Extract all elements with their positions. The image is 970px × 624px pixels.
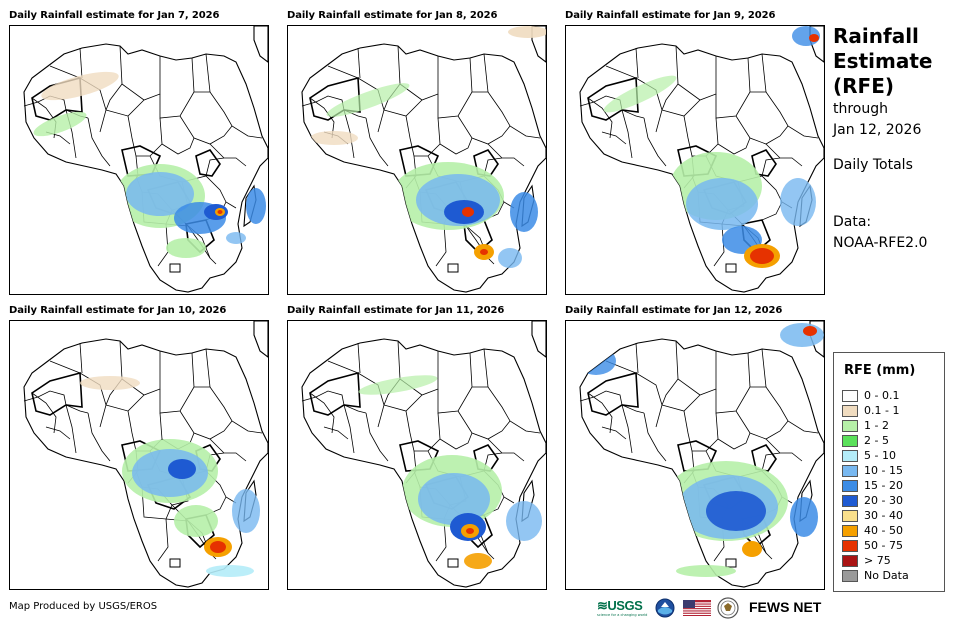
africa-map	[301, 26, 546, 293]
panel-title: Daily Rainfall estimate for Jan 7, 2026	[9, 10, 220, 21]
heading-through: through	[833, 101, 889, 117]
rainfall-map	[287, 320, 547, 590]
legend-item: > 75	[842, 554, 891, 568]
legend-swatch	[842, 435, 858, 447]
legend-item: 50 - 75	[842, 539, 903, 553]
rainfall-map	[287, 25, 547, 295]
legend-item: 2 - 5	[842, 434, 889, 448]
heading-line: Estimate	[833, 49, 933, 73]
fews-net-logo: FEWS NET	[749, 599, 822, 615]
us-flag-icon	[683, 600, 711, 616]
legend-item: 0 - 0.1	[842, 389, 899, 403]
legend-label: 1 - 2	[864, 419, 889, 432]
legend-swatch	[842, 405, 858, 417]
rainfall-map	[565, 25, 825, 295]
legend-swatch	[842, 480, 858, 492]
africa-map	[23, 321, 268, 588]
panel-title: Daily Rainfall estimate for Jan 11, 2026	[287, 305, 505, 316]
rainfall-map	[9, 25, 269, 295]
heading-data-source: NOAA-RFE2.0	[833, 235, 928, 251]
africa-map	[301, 321, 546, 588]
panel-title: Daily Rainfall estimate for Jan 12, 2026	[565, 305, 783, 316]
heading-totals: Daily Totals	[833, 157, 913, 173]
state-department-seal-icon	[717, 597, 739, 619]
legend-swatch	[842, 450, 858, 462]
legend-label: 2 - 5	[864, 434, 889, 447]
heading-line: Rainfall	[833, 24, 919, 48]
rainfall-map	[9, 320, 269, 590]
legend-item: 40 - 50	[842, 524, 903, 538]
legend-label: 10 - 15	[864, 464, 903, 477]
legend-label: No Data	[864, 569, 909, 582]
legend-label: 30 - 40	[864, 509, 903, 522]
africa-map	[579, 321, 824, 588]
legend-label: 15 - 20	[864, 479, 903, 492]
noaa-logo-icon	[655, 598, 675, 618]
legend-label: > 75	[864, 554, 891, 567]
legend-label: 5 - 10	[864, 449, 896, 462]
rainfall-overlay	[580, 347, 788, 557]
legend-swatch	[842, 390, 858, 402]
map-credit: Map Produced by USGS/EROS	[9, 601, 158, 612]
legend-label: 20 - 30	[864, 494, 903, 507]
rainfall-overlay	[80, 376, 218, 537]
legend-swatch	[842, 420, 858, 432]
legend-item: 20 - 30	[842, 494, 903, 508]
heading-line: (RFE)	[833, 74, 895, 98]
rainfall-overlay	[310, 83, 504, 260]
legend-item: No Data	[842, 569, 909, 583]
heading-date: Jan 12, 2026	[833, 122, 922, 138]
rainfall-overlay	[33, 71, 228, 258]
legend: RFE (mm) 0 - 0.1 0.1 - 1 1 - 2 2 - 5 5 -…	[833, 352, 945, 592]
legend-swatch	[842, 540, 858, 552]
legend-swatch	[842, 555, 858, 567]
legend-label: 0 - 0.1	[864, 389, 900, 402]
legend-swatch	[842, 465, 858, 477]
usgs-logo: ≋USGS	[597, 598, 643, 613]
legend-item: 15 - 20	[842, 479, 903, 493]
panel-title: Daily Rainfall estimate for Jan 8, 2026	[287, 10, 498, 21]
legend-item: 1 - 2	[842, 419, 889, 433]
heading-data-label: Data:	[833, 214, 872, 230]
legend-swatch	[842, 495, 858, 507]
rainfall-overlay	[358, 375, 502, 541]
panel-title: Daily Rainfall estimate for Jan 9, 2026	[565, 10, 776, 21]
africa-map	[579, 26, 824, 293]
usgs-tagline: science for a changing world	[597, 613, 648, 617]
legend-item: 5 - 10	[842, 449, 896, 463]
rainfall-overlay	[603, 75, 762, 254]
legend-item: 10 - 15	[842, 464, 903, 478]
africa-map	[23, 26, 268, 293]
map-heading: Rainfall Estimate (RFE) through Jan 12, …	[833, 24, 963, 254]
rainfall-map	[565, 320, 825, 590]
legend-swatch	[842, 525, 858, 537]
legend-label: 40 - 50	[864, 524, 903, 537]
logo-strip: ≋USGS science for a changing world FEWS …	[597, 597, 827, 619]
legend-swatch	[842, 570, 858, 582]
legend-swatch	[842, 510, 858, 522]
panel-title: Daily Rainfall estimate for Jan 10, 2026	[9, 305, 227, 316]
legend-item: 0.1 - 1	[842, 404, 899, 418]
legend-label: 0.1 - 1	[864, 404, 900, 417]
legend-title: RFE (mm)	[844, 363, 916, 378]
legend-label: 50 - 75	[864, 539, 903, 552]
legend-item: 30 - 40	[842, 509, 903, 523]
